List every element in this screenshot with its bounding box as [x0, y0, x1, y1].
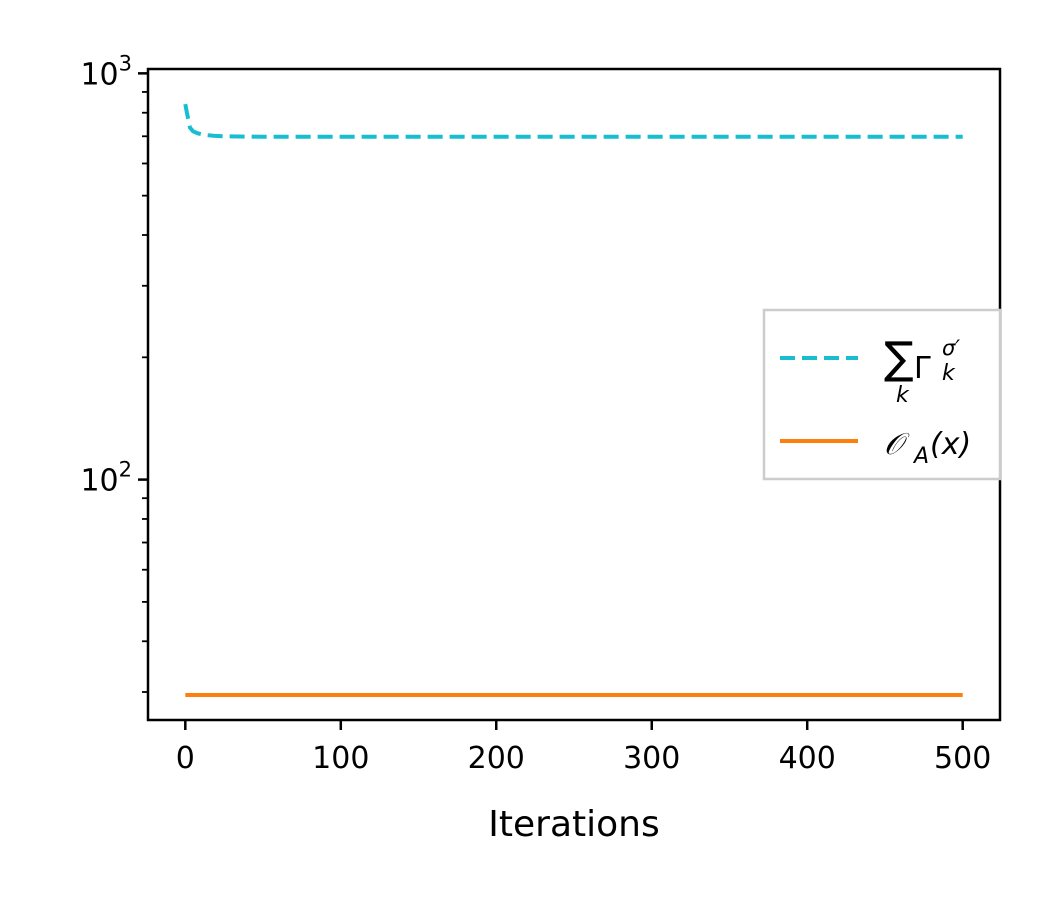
x-axis: 0 100 200 300 400 500 — [176, 720, 991, 776]
legend-box — [762, 308, 1002, 481]
x-tick-label: 500 — [934, 741, 991, 776]
x-tick-label: 400 — [779, 741, 836, 776]
y-axis: 102 103 — [80, 51, 148, 693]
legend-gamma-superscript: σ′ — [942, 336, 960, 360]
legend-label-objective: 𝒪 A (x) — [884, 427, 971, 469]
legend-objective-subscript: A — [912, 444, 929, 469]
x-axis-title: Iterations — [488, 804, 659, 845]
legend-sum-symbol: ∑ — [884, 333, 914, 384]
legend-label-gamma-sum: ∑ k Γ σ′ k — [884, 333, 960, 408]
legend-gamma-symbol: Γ — [914, 351, 931, 386]
y-tick-label: 102 — [80, 458, 132, 499]
x-tick-label: 0 — [176, 741, 195, 776]
x-tick-label: 300 — [623, 741, 680, 776]
legend-sum-subscript: k — [896, 383, 910, 408]
legend-gamma-subscript: k — [942, 361, 956, 386]
legend: ∑ k Γ σ′ k 𝒪 A (x) — [762, 308, 1002, 481]
x-tick-label: 200 — [468, 741, 525, 776]
series-layer — [183, 103, 963, 697]
x-tick-label: 100 — [312, 741, 369, 776]
y-tick-label: 103 — [80, 51, 132, 92]
series-line-0 — [183, 103, 963, 139]
legend-objective-argument: (x) — [930, 427, 971, 462]
